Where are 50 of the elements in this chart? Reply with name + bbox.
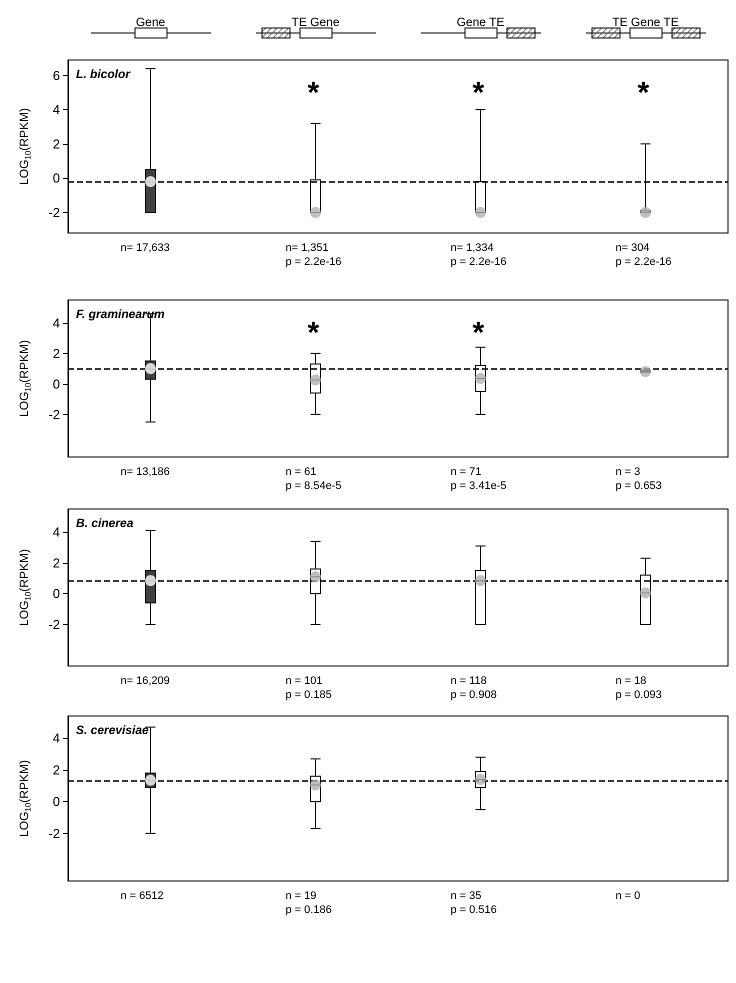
y-tick-label: 4 <box>52 102 60 118</box>
text: n= 1,334 p = 2.2e-16 <box>450 242 506 268</box>
annotation: * <box>308 76 320 110</box>
text: n = 35 p = 0.516 <box>450 890 497 916</box>
text: n = 61 p = 8.54e-5 <box>286 466 342 492</box>
text: n= 1,351 p = 2.2e-16 <box>286 242 342 268</box>
text: n = 118 p = 0.908 <box>450 675 497 701</box>
y-tick-label: 4 <box>52 524 60 540</box>
annotation: * <box>472 76 484 110</box>
text: n= 17,633 <box>120 242 170 254</box>
y-axis-title: LOG10(RPKM) <box>17 549 32 626</box>
text: n = 19 p = 0.186 <box>286 890 332 916</box>
y-tick-label: 2 <box>52 762 60 778</box>
y-axis-title: LOG10(RPKM) <box>17 340 32 417</box>
text: n= 304 p = 2.2e-16 <box>616 242 672 268</box>
y-tick-label: -2 <box>48 826 60 841</box>
text: B. cinerea <box>76 516 134 530</box>
y-tick-label: 0 <box>52 170 60 186</box>
y-axis-title: LOG10(RPKM) <box>17 760 32 837</box>
y-tick-label: 6 <box>52 68 60 83</box>
text: n = 71 p = 3.41e-5 <box>450 466 506 492</box>
y-tick-label: 2 <box>52 555 60 570</box>
y-tick-label: 2 <box>52 346 60 361</box>
y-tick-label: -2 <box>48 616 60 632</box>
y-tick-label: -2 <box>48 406 60 422</box>
annotation: * <box>638 76 650 110</box>
y-tick-label: 4 <box>52 730 60 746</box>
y-tick-label: 0 <box>52 586 60 602</box>
text: F. graminearum <box>76 307 166 321</box>
text: n = 101 p = 0.185 <box>286 675 332 701</box>
y-tick-label: 0 <box>52 376 60 392</box>
text: L. bicolor <box>76 67 132 81</box>
y-tick-label: 0 <box>52 794 60 810</box>
text: n = 6512 <box>120 890 164 902</box>
text: n = 3 p = 0.653 <box>616 466 662 492</box>
y-tick-label: 2 <box>52 136 60 152</box>
text: n = 0 <box>616 890 640 902</box>
x-tick-label: TE Gene <box>291 15 340 29</box>
y-tick-label: 4 <box>52 315 60 330</box>
text: S. cerevisiae <box>76 723 150 737</box>
y-axis-title: LOG10(RPKM) <box>17 108 32 185</box>
text: n= 13,186 <box>120 466 170 478</box>
text: n = 18 p = 0.093 <box>616 675 662 701</box>
annotation: * <box>308 316 320 350</box>
text: n= 16,209 <box>120 675 170 687</box>
annotation: * <box>472 316 484 350</box>
y-tick-label: -2 <box>48 204 60 220</box>
x-tick-label: TE Gene TE <box>612 15 679 29</box>
x-tick-label: Gene <box>136 15 166 29</box>
x-tick-label: Gene TE <box>456 15 504 29</box>
